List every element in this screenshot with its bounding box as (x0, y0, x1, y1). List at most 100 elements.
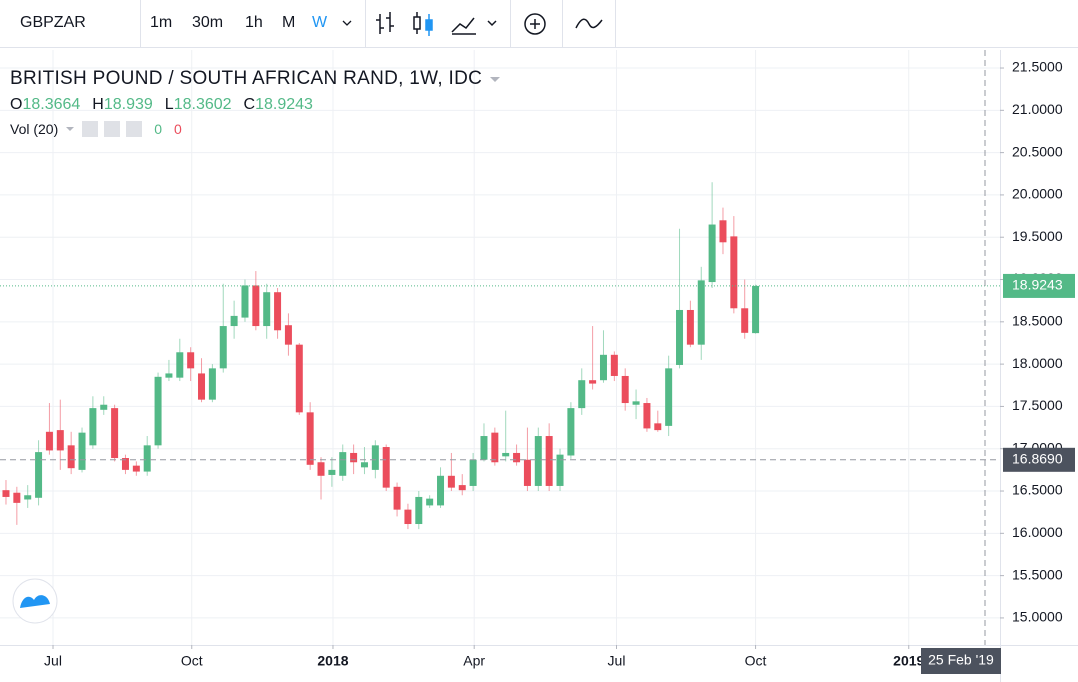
y-tick-label: 21.0000 (1012, 101, 1063, 117)
candle-body (263, 292, 271, 327)
indicator-caret[interactable] (64, 124, 76, 134)
separator (562, 0, 563, 48)
interval-button[interactable]: 1h (245, 14, 263, 31)
x-tick-label: Jul (44, 653, 62, 669)
interval-button[interactable]: 30m (192, 14, 224, 31)
settings-button[interactable] (104, 121, 121, 137)
candle-body (382, 447, 390, 488)
y-tick-label: 18.0000 (1012, 355, 1063, 371)
candle-body (545, 436, 553, 486)
separator (615, 0, 616, 48)
candle-body (154, 376, 162, 446)
x-tick-label: Oct (745, 653, 767, 669)
candle-body (469, 459, 477, 486)
candle-body (404, 509, 412, 525)
candle-body (198, 373, 206, 400)
candle-body (719, 220, 727, 243)
candle-body (426, 498, 434, 506)
candle-body (219, 326, 227, 369)
candle-body (480, 436, 488, 460)
symbol[interactable]: GBPZAR (20, 14, 86, 31)
interval-button[interactable]: 1m (150, 14, 173, 31)
crosshair-date-label: 25 Feb '19 (928, 652, 994, 668)
candle-body (230, 315, 238, 327)
candle-body (589, 380, 597, 384)
candle-body (556, 454, 564, 486)
last-price-label: 18.9243 (1012, 277, 1063, 293)
separator (140, 0, 141, 48)
candle-body (708, 224, 716, 283)
ohlc-value: 18.9243 (255, 96, 313, 113)
candle-body (654, 423, 662, 431)
candle-body (111, 408, 119, 459)
title-text: BRITISH POUND / SOUTH AFRICAN RAND, 1W, … (10, 68, 483, 89)
crosshair-price-box (1003, 447, 1075, 472)
candle-body (676, 309, 684, 365)
candle-body (697, 280, 705, 345)
candle-body (100, 404, 108, 410)
indicator-icon[interactable] (522, 12, 548, 38)
indicator-value: 0 (174, 121, 182, 137)
x-tick-label: Apr (463, 653, 485, 669)
ohlc-key: L (164, 96, 174, 113)
candle-body (2, 490, 10, 497)
ohlc-key: H (92, 96, 104, 113)
candle-body (741, 308, 749, 333)
candle-body (437, 475, 445, 506)
compare-icon[interactable] (574, 14, 604, 34)
candle-body (393, 486, 401, 510)
x-tick-label: Oct (181, 653, 203, 669)
candle-body (415, 496, 423, 525)
candle-body (56, 430, 64, 451)
toolbar: GBPZAR 1m 30m 1h M W (0, 0, 1078, 48)
candle-body (567, 408, 575, 456)
interval-button[interactable]: M (282, 14, 296, 31)
chart: 21.500021.000020.500020.000019.500019.00… (0, 50, 1078, 682)
candle-body (274, 292, 282, 331)
ohlc-value: 18.939 (103, 96, 153, 113)
ohlc-value: 18.3664 (22, 96, 81, 113)
interval-button[interactable]: W (312, 14, 328, 31)
plot-area (0, 50, 1078, 682)
candle-body (295, 344, 303, 413)
candle-body (89, 408, 97, 446)
candle-body (143, 445, 151, 472)
candle-body (24, 495, 32, 500)
candle-body (534, 436, 542, 486)
candle-body (339, 452, 347, 476)
legend: BRITISH POUND / SOUTH AFRICAN RAND, 1W, … (10, 68, 502, 137)
ohlc-key: O (10, 96, 23, 113)
candle-body (252, 285, 260, 327)
candle-body (458, 485, 466, 491)
candle-body (45, 431, 53, 451)
eye-button[interactable] (82, 121, 99, 137)
y-tick-label: 20.0000 (1012, 186, 1063, 202)
candle-body (371, 445, 379, 470)
chart-style-icons[interactable] (370, 8, 510, 40)
candle-body (752, 285, 760, 334)
separator (510, 0, 511, 48)
candle-body (284, 325, 292, 345)
candle-body (643, 403, 651, 429)
indicator-row: Vol (20) 0 0 (10, 121, 502, 137)
candle-body (35, 452, 43, 498)
y-tick-label: 21.5000 (1012, 59, 1063, 75)
candle-body (513, 452, 521, 463)
candle-body (350, 452, 358, 463)
remove-button[interactable] (126, 121, 143, 137)
last-price-box (1003, 273, 1075, 298)
y-tick-label: 16.5000 (1012, 482, 1063, 498)
y-tick-label: 15.0000 (1012, 609, 1063, 625)
x-tick-label: 2018 (317, 653, 348, 669)
crosshair-price-label: 16.8690 (1012, 451, 1063, 467)
candle-body (632, 401, 640, 405)
candle-body (306, 412, 314, 465)
candle-body (665, 368, 673, 426)
interval-caret[interactable] (341, 18, 353, 28)
candle-body (328, 469, 336, 475)
candle-body (208, 368, 216, 400)
candle-body (176, 352, 184, 378)
title-caret[interactable] (488, 74, 502, 84)
candle-body (686, 309, 694, 345)
ohlc-key: C (243, 96, 256, 113)
